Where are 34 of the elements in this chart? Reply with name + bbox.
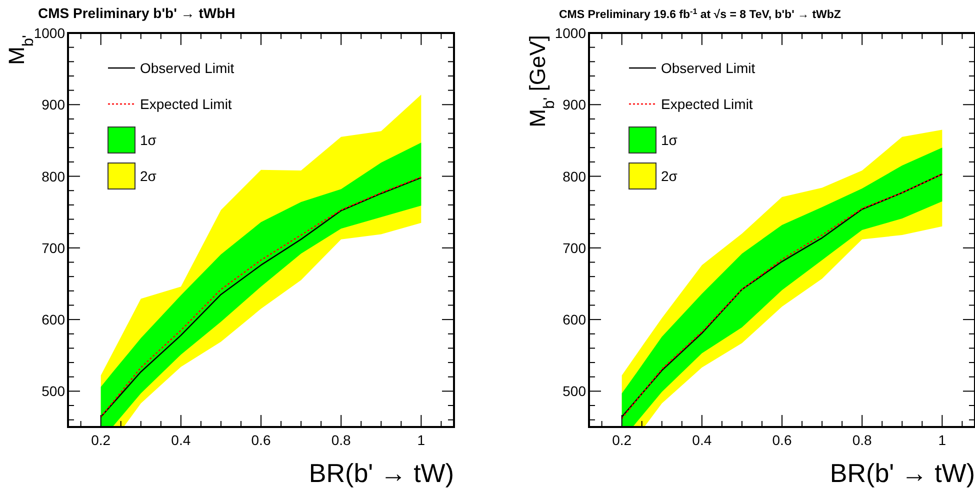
x-tick-label: 0.2 xyxy=(91,432,111,448)
chart-title: CMS Preliminary b'b' → tWbH xyxy=(38,5,236,21)
x-tick-label: 0.6 xyxy=(772,432,792,448)
x-tick-label: 0.6 xyxy=(251,432,271,448)
legend-label: 1σ xyxy=(140,132,157,148)
x-tick-label: 1 xyxy=(417,432,426,448)
y-tick-label: 800 xyxy=(42,168,66,184)
x-tick-label: 0.8 xyxy=(331,432,352,448)
y-tick-label: 600 xyxy=(562,312,586,328)
x-tick-label: 0.2 xyxy=(612,432,632,448)
y-tick-label: 1000 xyxy=(554,25,586,41)
legend-label: 2σ xyxy=(140,168,157,184)
y-tick-label: 500 xyxy=(562,383,586,400)
legend-label: Observed Limit xyxy=(661,60,756,76)
chart-title: CMS Preliminary 19.6 fb$^{-1}$ at √s = 8 TeV, b'b' → tWbZ xyxy=(559,6,841,21)
y-tick-label: 900 xyxy=(42,96,66,113)
legend-label: Expected Limit xyxy=(140,96,232,112)
x-tick-label: 0.8 xyxy=(852,432,872,448)
x-tick-label: 0.4 xyxy=(692,432,712,448)
legend-label: Observed Limit xyxy=(140,60,234,76)
x-axis-title: BR(b' → tW) xyxy=(308,458,454,488)
x-tick-label: 0.4 xyxy=(171,432,191,448)
y-tick-label: 500 xyxy=(42,383,66,400)
y-tick-label: 600 xyxy=(42,312,66,328)
x-axis-title: BR(b' → tW) xyxy=(830,458,975,488)
legend-label: 1σ xyxy=(661,132,678,148)
x-tick-label: 1 xyxy=(938,432,946,448)
y-tick-label: 900 xyxy=(562,96,586,113)
legend-label: 2σ xyxy=(661,168,678,184)
y-tick-label: 800 xyxy=(562,168,586,184)
y-tick-label: 700 xyxy=(42,240,66,256)
y-tick-label: 700 xyxy=(562,240,586,256)
legend-label: Expected Limit xyxy=(661,96,753,112)
y-tick-label: 1000 xyxy=(34,25,66,41)
